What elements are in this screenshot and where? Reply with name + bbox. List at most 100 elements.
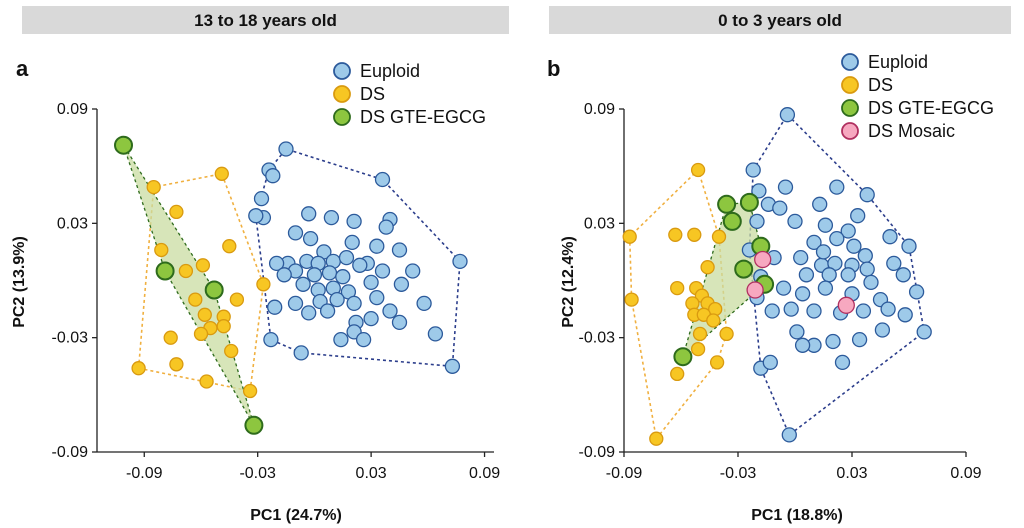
euploid-point [253,190,270,207]
gte-point [673,347,693,367]
y-axis-label: PC2 (12.4%) [560,236,577,328]
euploid-point [369,289,385,306]
x-tick-label: 0.09 [950,465,981,482]
euploid-point [855,303,872,319]
y-tick-label: -0.03 [52,330,89,347]
euploid-point [355,331,372,348]
euploid-point [363,310,379,327]
ds-point [622,229,637,244]
ds-point [169,357,184,372]
y-tick-label: -0.09 [52,444,89,461]
legend-label: Euploid [868,52,928,72]
euploid-point [265,168,281,184]
ds-point [229,292,245,307]
euploid-point [781,427,797,443]
x-axis-label: PC1 (24.7%) [250,507,342,524]
euploid-point [859,261,875,277]
euploid-point [815,244,832,260]
euploid-point [772,200,788,216]
euploid-point [278,141,294,157]
euploid-point [287,295,304,312]
euploid-point [882,229,898,245]
legend-marker [841,53,859,71]
euploid-point [775,280,792,296]
euploid-point [916,324,932,340]
euploid-point [817,217,834,233]
ds-point [242,383,258,399]
euploid-point [333,331,349,348]
legend-item-ds: DS [841,75,893,95]
ds-point [690,162,706,178]
legend-label: Euploid [360,61,420,81]
ds-point [668,227,683,242]
euploid-point [344,234,360,251]
ds-point [711,229,727,244]
ds-point [193,326,209,342]
euploid-point [821,267,837,283]
euploid-point [248,208,264,224]
euploid-point [374,171,391,188]
euploid-point [783,301,799,317]
gte-point [244,415,264,435]
y-tick-label: 0.03 [57,215,88,232]
ds-point [178,263,194,279]
ds-point [709,355,725,370]
y-tick-label: -0.03 [579,330,616,347]
ds-point [216,319,231,334]
ds-point [670,366,685,382]
euploid-point [293,345,309,361]
euploid-point [749,213,765,230]
ds-point [222,239,237,254]
euploid-point [393,276,410,292]
euploid-point [863,274,879,291]
euploid-point [306,267,323,283]
legend: Euploid DS DS GTE-EGCG [333,61,486,127]
ds-point [649,431,664,446]
euploid-point [762,354,778,371]
euploid-point [346,213,362,230]
gte-point [734,259,754,279]
euploid-point [908,284,925,300]
legend-marker [841,99,859,117]
euploid-point [301,206,317,222]
euploid-point [895,267,911,283]
euploid-point [834,354,851,371]
panel-header-bar [549,6,1011,34]
gte-point [114,135,133,155]
euploid-point [857,248,873,264]
ds-series [622,162,734,446]
legend-marker [841,76,859,94]
euploid-point [321,265,338,281]
gte-series [114,135,264,435]
euploid-point [335,269,351,285]
euploid-point [382,303,398,319]
euploid-point [329,291,345,308]
panel-header: 0 to 3 years old [718,11,842,30]
legend-marker [333,62,351,80]
gte-point [717,194,737,214]
euploid-point [295,276,311,292]
y-tick-label: 0.09 [57,101,88,118]
ds-point [146,179,161,195]
hull-layer [122,144,461,426]
ds-point [670,280,685,296]
euploid-series [741,107,932,443]
ds-point [131,361,146,376]
ds-hull [628,168,728,441]
euploid-point [840,267,856,283]
axes: -0.09 -0.03 0.03 0.09 -0.09 -0.03 0.03 0.09 [52,101,501,482]
euploid-point [346,295,362,312]
x-tick-label: -0.03 [720,465,757,482]
euploid-point [829,230,845,247]
euploid-point [276,267,292,283]
euploid-point [751,183,767,199]
ds-series [131,166,271,399]
ds-point [700,260,715,275]
panel-header: 13 to 18 years old [194,11,337,30]
euploid-point [897,307,913,323]
euploid-point [416,295,432,312]
legend-item-euploid: Euploid [333,61,420,81]
panel-letter: a [16,56,29,81]
gte-point [722,211,742,231]
euploid-series [248,141,468,374]
